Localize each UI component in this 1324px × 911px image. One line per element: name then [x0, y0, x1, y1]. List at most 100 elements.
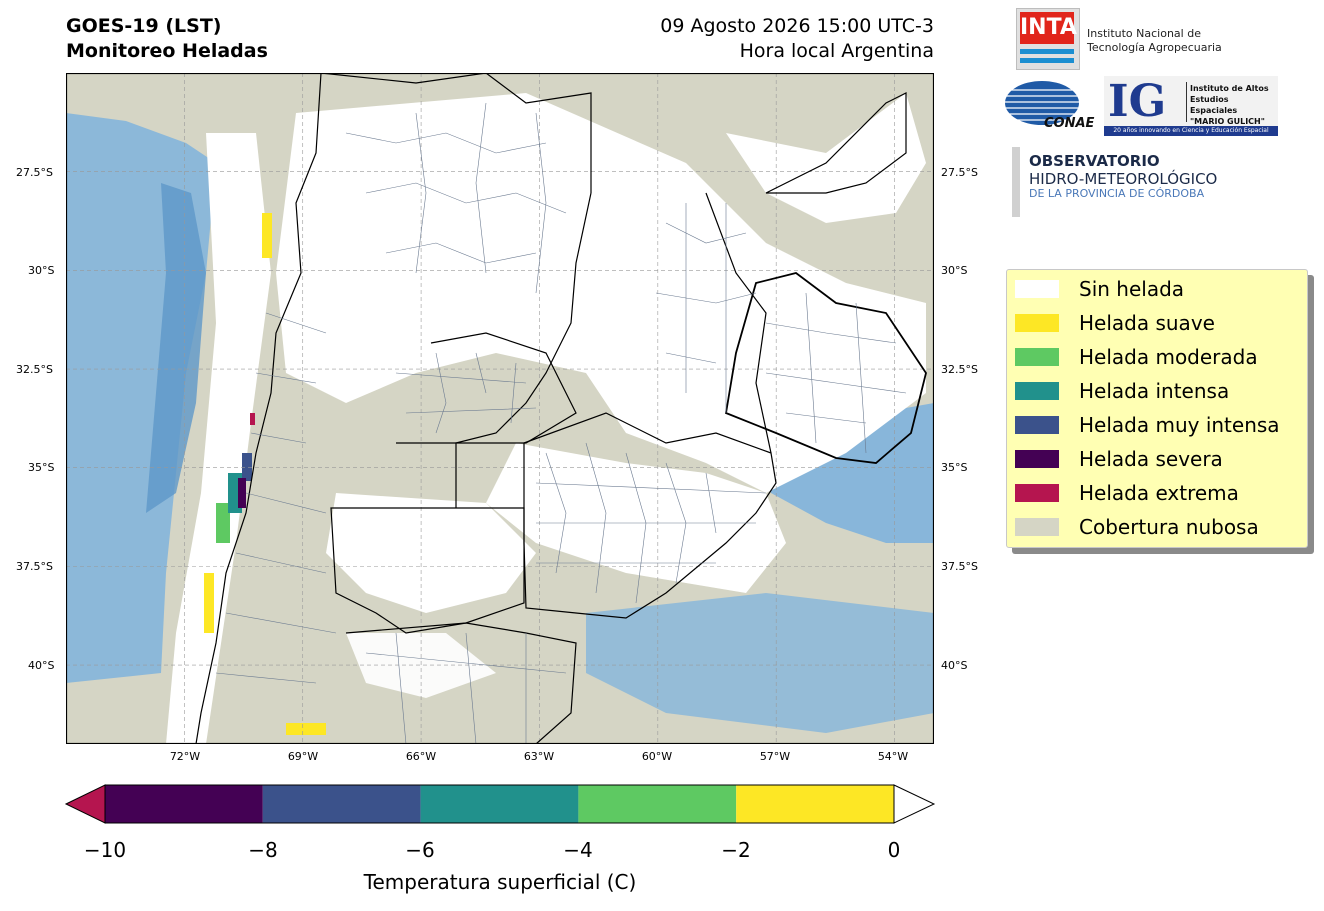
legend-label: Cobertura nubosa — [1079, 515, 1259, 539]
ig-tagline: 20 años innovando en Ciencia y Educación… — [1104, 126, 1278, 136]
frost-mild-patch-2 — [262, 213, 272, 258]
legend: Sin helada Helada suave Helada moderada … — [1006, 269, 1308, 548]
legend-item-sin-helada: Sin helada — [1015, 276, 1184, 302]
department-boundaries — [215, 102, 907, 744]
legend-item-helada-extrema: Helada extrema — [1015, 480, 1239, 506]
clear-land-center — [326, 493, 536, 613]
legend-label: Sin helada — [1079, 277, 1185, 301]
legend-label: Helada extrema — [1079, 481, 1239, 505]
boundary-north — [320, 73, 592, 193]
ig-logo-divider — [1186, 82, 1187, 122]
dept-lines-mesopotamia — [655, 203, 757, 413]
legend-label: Helada intensa — [1079, 379, 1230, 403]
frost-mild-patch-1 — [204, 573, 214, 633]
legend-item-helada-muy-intensa: Helada muy intensa — [1015, 412, 1280, 438]
lon-label-66w: 66°W — [405, 750, 437, 763]
legend-swatch — [1015, 314, 1059, 332]
datetime-label: 09 Agosto 2026 15:00 UTC-3 — [660, 15, 934, 37]
legend-item-cobertura-nubosa: Cobertura nubosa — [1015, 514, 1259, 540]
boundary-uruguay — [724, 272, 927, 464]
clear-land-patagonia — [346, 633, 496, 698]
lat-label-left-40: 40°S — [28, 659, 55, 672]
datetime-block: 09 Agosto 2026 15:00 UTC-3 Hora local Ar… — [540, 14, 934, 64]
colorbar-segments — [105, 785, 894, 823]
clear-land-northeast — [726, 93, 926, 223]
lat-label-right-37-5: 37.5°S — [941, 560, 978, 573]
frost-severe-patch — [238, 478, 246, 508]
colorbar-segment — [262, 785, 421, 823]
legend-item-helada-moderada: Helada moderada — [1015, 344, 1258, 370]
boundary-cordoba — [430, 332, 577, 508]
legend-swatch — [1015, 518, 1059, 536]
title-line-2: Monitoreo Heladas — [66, 40, 268, 62]
colorbar-tick-minus2: −2 — [721, 838, 751, 862]
legend-swatch — [1015, 450, 1059, 468]
inta-logo: INTA — [1016, 8, 1080, 70]
dept-lines-north — [345, 102, 567, 294]
dept-lines-west — [215, 312, 337, 684]
legend-label: Helada moderada — [1079, 345, 1258, 369]
inta-logo-stripe-2 — [1020, 58, 1074, 63]
ig-logo-mark: IG — [1108, 76, 1167, 127]
lat-label-right-30: 30°S — [941, 264, 968, 277]
lon-label-69w: 69°W — [287, 750, 319, 763]
colorbar-segment — [736, 785, 894, 823]
boundary-bsas — [523, 412, 777, 619]
legend-swatch — [1015, 484, 1059, 502]
colorbar-over-extension — [893, 784, 936, 824]
frost-moderate-patch — [216, 503, 230, 543]
legend-swatch — [1015, 280, 1059, 298]
colorbar-tick-minus10: −10 — [83, 838, 127, 862]
frost-map — [66, 73, 934, 744]
dept-lines-uruguay — [765, 292, 907, 454]
legend-label: Helada severa — [1079, 447, 1223, 471]
frost-very-intense-patch — [242, 453, 252, 481]
inta-name-line1: Instituto Nacional de — [1087, 27, 1201, 40]
legend-swatch — [1015, 382, 1059, 400]
boundary-misiones — [765, 92, 907, 194]
province-boundaries — [195, 73, 927, 744]
colorbar-segment — [578, 785, 737, 823]
legend-item-helada-intensa: Helada intensa — [1015, 378, 1229, 404]
observatorio-line1: OBSERVATORIO — [1029, 152, 1160, 170]
inta-logo-stripe-1 — [1020, 49, 1074, 54]
observatorio-logo: OBSERVATORIO HIDRO-METEOROLÓGICO DE LA P… — [1029, 152, 1217, 200]
ig-logo: IG Instituto de Altos Estudios Espaciale… — [1104, 76, 1278, 136]
dept-lines-bsas — [535, 442, 767, 604]
colorbar-tick-minus4: −4 — [563, 838, 593, 862]
pacific-deep-clear — [146, 183, 206, 513]
colorbar-frame — [104, 784, 895, 824]
conae-wordmark: CONAE — [1044, 116, 1095, 131]
lat-label-left-37-5: 37.5°S — [16, 560, 53, 573]
colorbar-under-extension — [64, 784, 106, 824]
observatorio-line2: HIDRO-METEOROLÓGICO — [1029, 170, 1218, 188]
lon-label-72w: 72°W — [169, 750, 201, 763]
colorbar-tick-minus6: −6 — [405, 838, 435, 862]
dept-lines-cordoba — [395, 352, 537, 434]
colorbar-tick-0: 0 — [887, 838, 901, 862]
ig-name-line1: Instituto de Altos — [1190, 84, 1269, 93]
south-atlantic-clear — [586, 593, 934, 733]
colorbar-label: Temperatura superficial (C) — [363, 870, 637, 894]
lat-label-right-35: 35°S — [941, 461, 968, 474]
ig-name-line2: Estudios Espaciales — [1190, 95, 1238, 115]
legend-label: Helada muy intensa — [1079, 413, 1280, 437]
legend-item-helada-suave: Helada suave — [1015, 310, 1215, 336]
boundary-andes — [195, 73, 322, 744]
observatorio-line3: DE LA PROVINCIA DE CÓRDOBA — [1029, 187, 1205, 200]
dept-lines-patagonia — [365, 632, 567, 744]
frost-mild-patch-3 — [286, 723, 326, 735]
lat-label-left-30: 30°S — [28, 264, 55, 277]
colorbar — [64, 784, 936, 824]
legend-swatch — [1015, 416, 1059, 434]
inta-name-line2: Tecnología Agropecuaria — [1087, 41, 1222, 54]
lon-label-60w: 60°W — [641, 750, 673, 763]
lat-label-left-35: 35°S — [28, 461, 55, 474]
legend-label: Helada suave — [1079, 311, 1215, 335]
clear-land-north — [276, 93, 926, 493]
graticule — [66, 73, 934, 744]
boundary-patagonia — [345, 622, 577, 744]
lon-label-54w: 54°W — [877, 750, 909, 763]
timezone-label: Hora local Argentina — [739, 40, 934, 62]
lon-label-57w: 57°W — [759, 750, 791, 763]
